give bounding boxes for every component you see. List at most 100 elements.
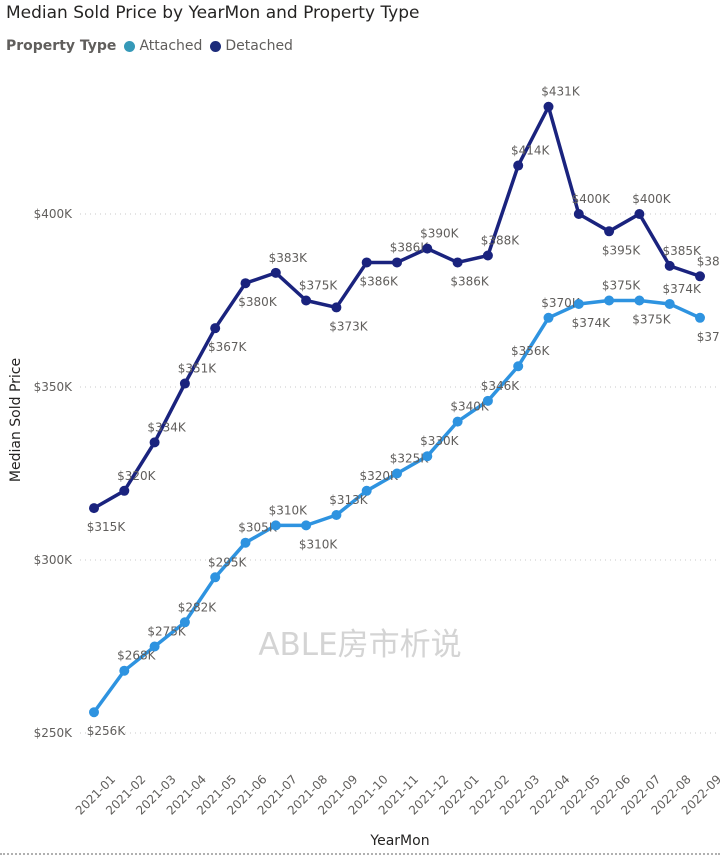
data-point[interactable] — [331, 302, 342, 313]
data-label: $320K — [117, 469, 157, 483]
data-point[interactable] — [270, 267, 281, 278]
data-label: $330K — [420, 434, 460, 448]
data-label: $275K — [147, 625, 187, 639]
data-point[interactable] — [89, 503, 99, 514]
data-label: $388K — [481, 234, 521, 248]
watermark: ABLE房市析说 — [258, 627, 461, 663]
data-point[interactable] — [482, 250, 493, 261]
data-label: $386K — [450, 274, 490, 288]
legend-marker-attached — [124, 40, 136, 52]
data-label: $310K — [299, 537, 339, 551]
data-point[interactable] — [452, 257, 463, 268]
data-point[interactable] — [301, 520, 312, 531]
data-point[interactable] — [179, 617, 190, 628]
data-label: $400K — [632, 192, 672, 206]
data-point[interactable] — [179, 378, 190, 389]
data-point[interactable] — [482, 395, 493, 406]
data-label: $414K — [511, 144, 551, 158]
y-tick-label: $300K — [34, 553, 74, 567]
y-axis: $250K $300K $350K $400K — [34, 207, 74, 740]
data-point[interactable] — [392, 257, 402, 268]
data-point[interactable] — [422, 451, 433, 462]
data-point[interactable] — [634, 295, 645, 306]
data-label: $395K — [602, 243, 642, 257]
legend-item-detached[interactable]: Detached — [210, 38, 293, 54]
data-point[interactable] — [210, 572, 221, 583]
data-point[interactable] — [210, 323, 221, 334]
data-point[interactable] — [604, 295, 615, 306]
legend-item-attached[interactable]: Attached — [124, 38, 202, 54]
data-label: $367K — [208, 340, 248, 354]
data-point[interactable] — [392, 468, 402, 479]
data-point[interactable] — [543, 101, 554, 112]
chart-title: Median Sold Price by YearMon and Propert… — [6, 3, 420, 23]
data-label: $374K — [662, 282, 702, 296]
data-point[interactable] — [89, 707, 99, 718]
data-label: $340K — [450, 400, 490, 414]
data-label: $315K — [87, 520, 127, 534]
series-detached: $315K $320K $334K $351K $367K $380K $383K $375K… — [87, 85, 720, 534]
data-label: $385K — [662, 244, 702, 258]
data-point[interactable] — [240, 537, 251, 548]
data-label: $295K — [208, 555, 248, 569]
data-label: $390K — [420, 227, 460, 241]
data-point[interactable] — [513, 361, 524, 372]
data-label: $313K — [329, 493, 369, 507]
data-point[interactable] — [149, 437, 160, 448]
data-label: $334K — [147, 420, 187, 434]
data-point[interactable] — [452, 416, 463, 427]
data-point[interactable] — [513, 160, 524, 171]
data-point[interactable] — [695, 312, 705, 323]
data-point[interactable] — [634, 209, 645, 219]
data-label: $386K — [359, 274, 399, 288]
data-point[interactable] — [240, 278, 251, 289]
y-tick-label: $350K — [34, 380, 74, 394]
data-label: $346K — [481, 379, 521, 393]
data-label: $351K — [178, 362, 218, 376]
y-axis-title: Median Sold Price — [8, 358, 24, 482]
data-label: $431K — [541, 85, 581, 99]
x-axis: 2021-012021-022021-032021-042021-052021-… — [73, 772, 720, 817]
legend-label-detached: Detached — [225, 38, 293, 54]
data-label: $375K — [299, 279, 339, 293]
data-label: $383K — [269, 251, 309, 265]
data-label: $356K — [511, 344, 551, 358]
data-point[interactable] — [119, 665, 130, 676]
data-point[interactable] — [573, 209, 584, 219]
data-point[interactable] — [422, 243, 433, 254]
legend-marker-detached — [210, 40, 222, 52]
data-point[interactable] — [270, 520, 281, 531]
legend-title: Property Type — [6, 38, 117, 54]
y-tick-label: $400K — [34, 207, 74, 221]
data-point[interactable] — [119, 485, 130, 496]
data-point[interactable] — [149, 641, 160, 652]
data-point[interactable] — [331, 510, 342, 521]
data-label: $310K — [269, 503, 309, 517]
data-point[interactable] — [664, 298, 675, 309]
data-label: $380K — [238, 295, 278, 309]
data-point[interactable] — [664, 260, 675, 271]
data-point[interactable] — [573, 298, 584, 309]
legend-label-attached: Attached — [139, 38, 203, 54]
data-label: $305K — [238, 521, 278, 535]
bottom-divider — [0, 853, 720, 855]
legend: Property Type Attached Detached — [6, 38, 301, 54]
data-label: $386K — [390, 240, 430, 254]
data-point[interactable] — [301, 295, 312, 306]
data-label: $268K — [117, 649, 157, 663]
data-label: $382 — [697, 254, 720, 268]
x-axis-title: YearMon — [369, 833, 429, 849]
data-label: $370 — [697, 330, 720, 344]
data-label: $373K — [329, 319, 369, 333]
data-point[interactable] — [604, 226, 615, 237]
data-label: $375K — [632, 313, 672, 327]
data-point[interactable] — [695, 271, 705, 282]
data-point[interactable] — [361, 257, 372, 268]
data-point[interactable] — [543, 312, 554, 323]
data-label: $400K — [572, 192, 612, 206]
data-label: $374K — [572, 316, 612, 330]
y-tick-label: $250K — [34, 726, 74, 740]
data-point[interactable] — [361, 485, 372, 496]
series-line — [93, 104, 701, 510]
